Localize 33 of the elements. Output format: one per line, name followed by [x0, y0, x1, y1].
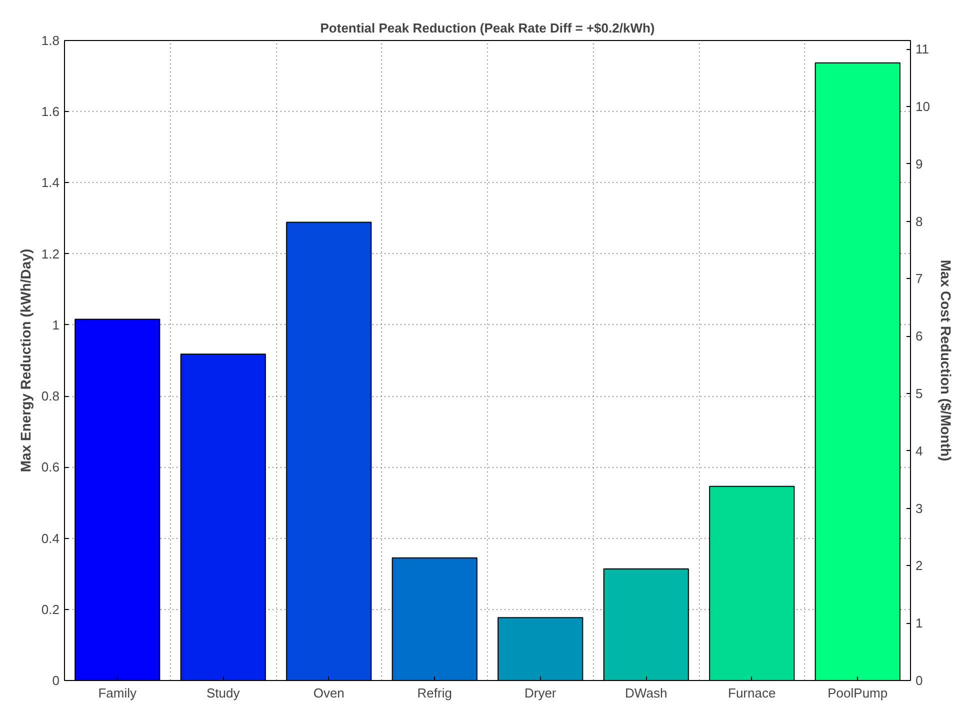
y-axis-title: Max Energy Reduction (kWh/Day) — [17, 248, 34, 472]
x-tick-label: Furnace — [728, 686, 776, 700]
chart-title: Potential Peak Reduction (Peak Rate Diff = +$0.2/kWh) — [320, 20, 655, 36]
x-tick-label: DWash — [625, 686, 668, 700]
x-tick-label: Study — [206, 686, 240, 700]
y2-axis-title: Max Cost Reduction ($/Month) — [938, 260, 954, 462]
y-tick-label: 0.2 — [41, 602, 60, 617]
x-tick-label: Family — [98, 686, 138, 700]
y-tick-label: 0.6 — [41, 460, 60, 475]
y2-tick-label: 11 — [916, 42, 929, 57]
y-tick-label: 0.8 — [41, 388, 60, 404]
y2-tick-label: 1 — [916, 616, 923, 631]
y2-tick-label: 6 — [916, 328, 923, 344]
y2-tick-label: 5 — [916, 386, 923, 402]
y2-tick-label: 7 — [916, 271, 923, 286]
x-tick-label: Dryer — [524, 686, 557, 700]
y-tick-label: 0 — [52, 673, 60, 688]
y-tick-label: 1.2 — [41, 246, 60, 262]
y-tick-label: 1 — [52, 317, 60, 332]
y2-tick-label: 3 — [916, 500, 923, 516]
x-tick-label: Refrig — [417, 686, 452, 700]
y-tick-label: 1.8 — [41, 33, 60, 48]
y2-tick-label: 9 — [916, 156, 923, 172]
x-tick-label: Oven — [313, 686, 344, 700]
y2-tick-label: 2 — [916, 558, 923, 574]
y2-tick-label: 4 — [916, 443, 923, 458]
y2-tick-label: 10 — [916, 99, 930, 114]
x-tick-label: PoolPump — [828, 686, 888, 700]
y2-tick-label: 8 — [916, 214, 923, 229]
y-tick-label: 1.6 — [41, 104, 60, 120]
y-tick-label: 0.4 — [41, 530, 60, 546]
y2-tick-label: 0 — [916, 673, 923, 688]
y-tick-label: 1.4 — [41, 175, 60, 190]
